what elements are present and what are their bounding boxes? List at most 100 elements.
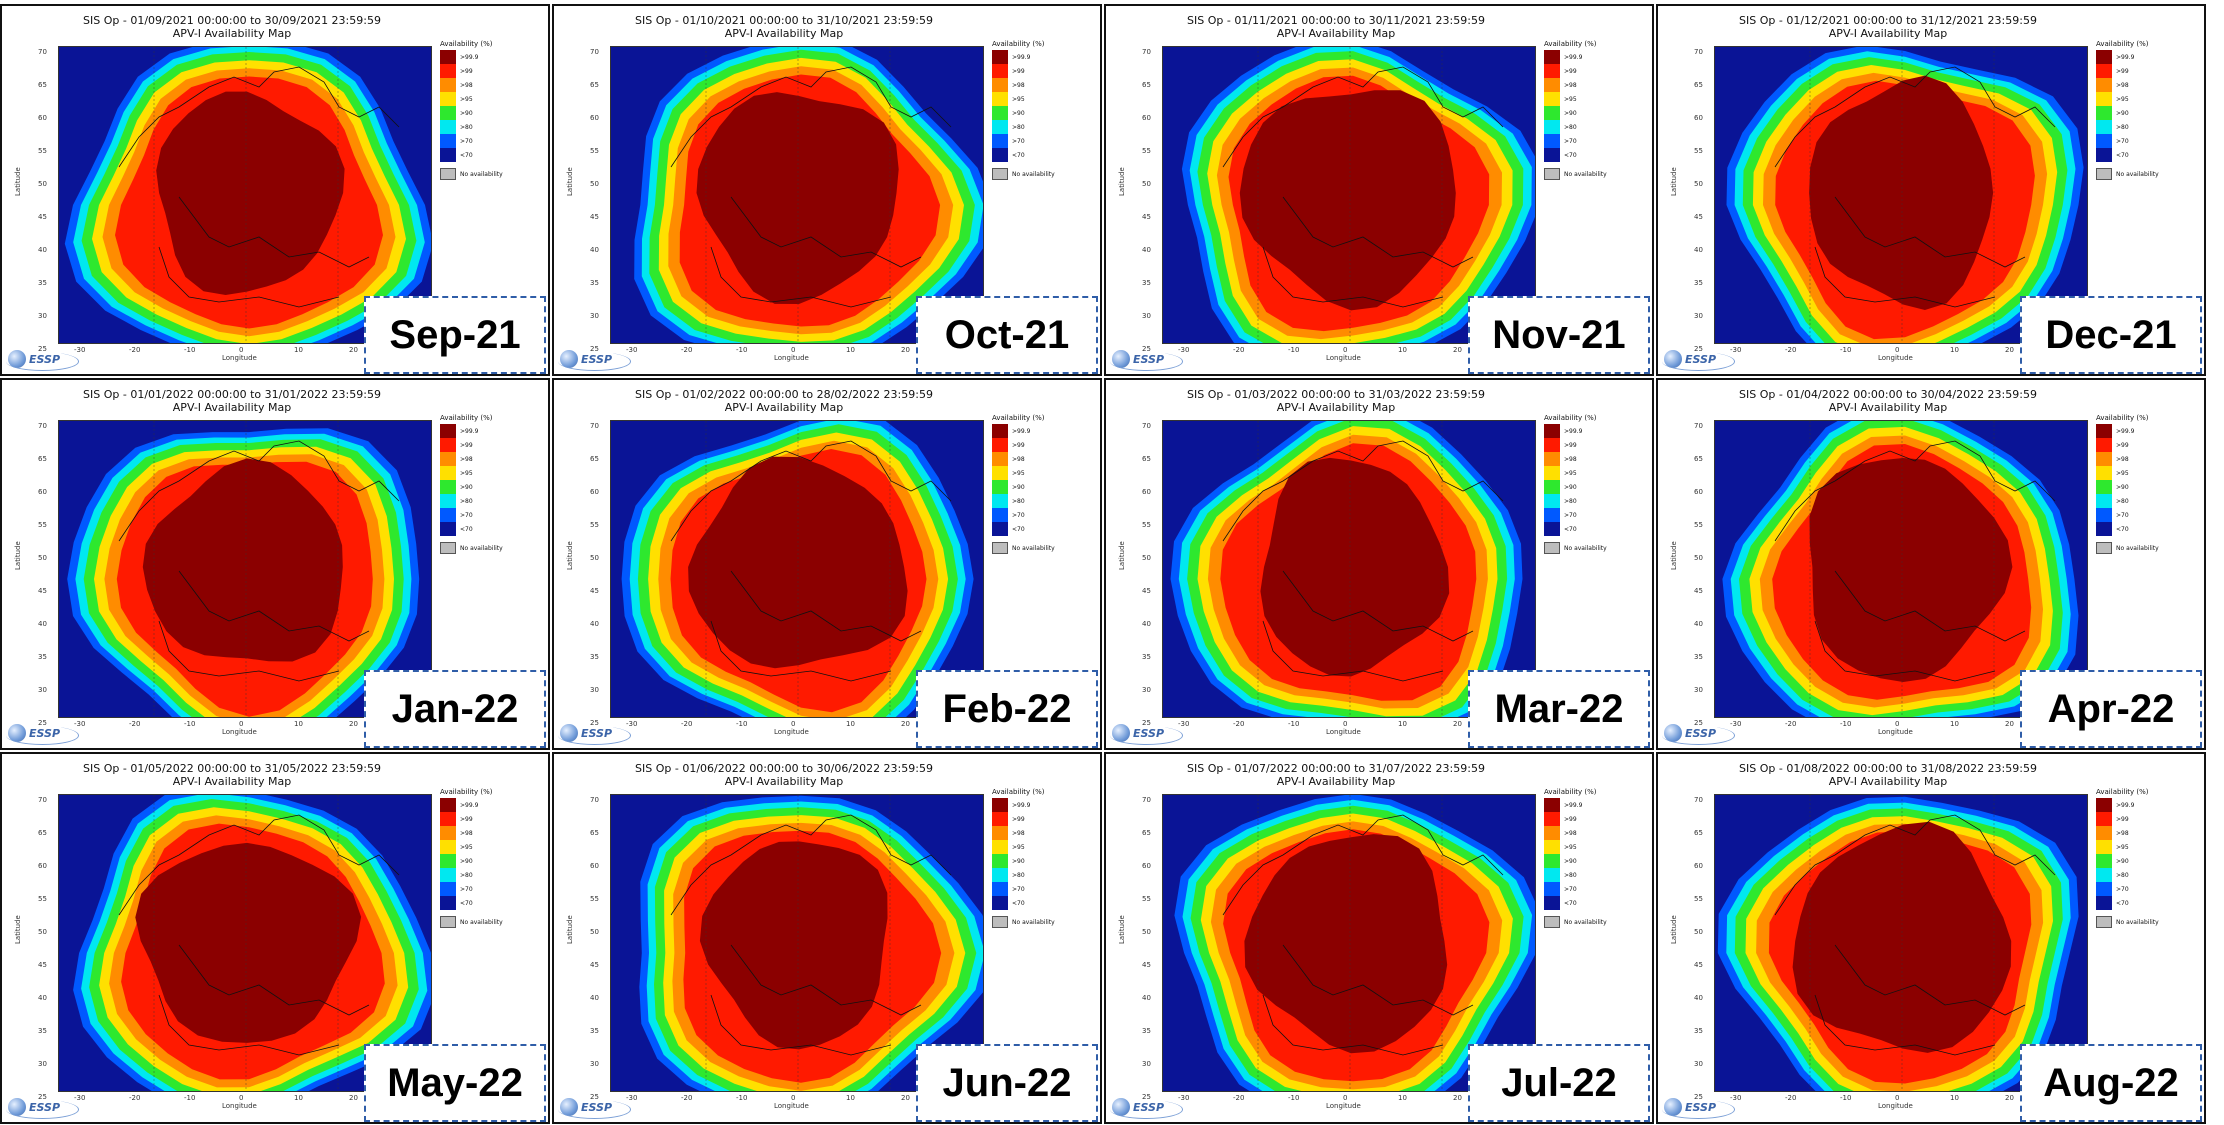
legend-item-label: >90 <box>460 857 473 865</box>
legend-swatch <box>2096 882 2112 896</box>
coastline-outline <box>1222 814 1504 1056</box>
y-tick-label: 30 <box>590 686 599 694</box>
map-plot-area <box>1714 794 2088 1092</box>
legend-item-label: >90 <box>1564 857 1577 865</box>
panel-subtitle: APV-I Availability Map <box>724 27 844 40</box>
y-axis-label: Latitude <box>14 915 22 944</box>
legend-item: >99 <box>2096 812 2196 826</box>
legend-swatch <box>440 78 456 92</box>
x-tick-label: 10 <box>294 1094 303 1102</box>
legend-title: Availability (%) <box>992 414 1045 422</box>
map-plot-area <box>610 794 984 1092</box>
availability-map-svg <box>1163 795 1535 1091</box>
y-axis-label: Latitude <box>566 541 574 570</box>
legend: Availability (%) >99.9 >99 >98 >95 >90 >80 >70 <… <box>1544 40 1644 180</box>
y-tick-label: 40 <box>1142 994 1151 1002</box>
y-tick-label: 45 <box>1142 213 1151 221</box>
x-tick-label: -30 <box>1730 346 1742 354</box>
y-tick-label: 45 <box>590 587 599 595</box>
x-tick-label: -10 <box>184 346 196 354</box>
legend-swatch <box>440 868 456 882</box>
legend-item-label: >95 <box>2116 469 2129 477</box>
legend-item: >80 <box>992 868 1092 882</box>
legend: Availability (%) >99.9 >99 >98 >95 >90 >80 >70 <… <box>2096 414 2196 554</box>
y-axis-label: Latitude <box>1118 167 1126 196</box>
legend-item-label: >95 <box>460 843 473 851</box>
y-tick-label: 40 <box>38 994 47 1002</box>
legend: Availability (%) >99.9 >99 >98 >95 >90 >80 >70 <… <box>440 40 540 180</box>
x-tick-label: 20 <box>349 1094 358 1102</box>
legend-item-label: >99.9 <box>1564 427 1583 435</box>
map-panel: SIS Op - 01/07/2022 00:00:00 to 31/07/20… <box>1104 752 1654 1124</box>
legend-title: Availability (%) <box>2096 40 2149 48</box>
x-tick-label: -10 <box>1840 1094 1852 1102</box>
legend-swatch <box>2096 148 2112 162</box>
legend-title: Availability (%) <box>440 414 493 422</box>
x-tick-label: 20 <box>2005 346 2014 354</box>
x-tick-label: 0 <box>1895 1094 1900 1102</box>
legend-no-availability-label: No availability <box>1564 918 1607 926</box>
legend: Availability (%) >99.9 >99 >98 >95 >90 >80 >70 <… <box>440 414 540 554</box>
legend-swatch <box>1544 868 1560 882</box>
panel-subtitle: APV-I Availability Map <box>1276 27 1396 40</box>
coastline-outline <box>670 440 952 682</box>
legend-item: >99 <box>2096 64 2196 78</box>
legend-swatch <box>992 840 1008 854</box>
legend-swatch <box>440 106 456 120</box>
panel-title: SIS Op - 01/11/2021 00:00:00 to 30/11/20… <box>1106 14 1566 40</box>
x-tick-label: -20 <box>1785 720 1797 728</box>
legend-item-label: >99 <box>2116 67 2129 75</box>
availability-map-svg <box>1715 421 2087 717</box>
legend-item-label: >70 <box>1012 885 1025 893</box>
map-plot-area <box>1714 46 2088 344</box>
legend-item-label: >99.9 <box>460 427 479 435</box>
legend-item: >70 <box>2096 508 2196 522</box>
legend-item-label: >98 <box>1012 455 1025 463</box>
map-panel: SIS Op - 01/12/2021 00:00:00 to 31/12/20… <box>1656 4 2206 376</box>
legend-swatch <box>2096 840 2112 854</box>
legend-item: >99.9 <box>1544 424 1644 438</box>
x-tick-label: -20 <box>1233 346 1245 354</box>
legend-swatch <box>2096 868 2112 882</box>
legend-swatch <box>440 466 456 480</box>
month-label: Apr-22 <box>2020 670 2202 748</box>
legend-item: >80 <box>440 868 540 882</box>
y-tick-label: 55 <box>1694 521 1703 529</box>
legend-item-label: >99 <box>460 815 473 823</box>
legend-item: >99.9 <box>992 798 1092 812</box>
month-label: Oct-21 <box>916 296 1098 374</box>
legend-swatch <box>1544 148 1560 162</box>
legend-item: >95 <box>2096 840 2196 854</box>
essp-logo-swoosh <box>558 1100 631 1119</box>
y-tick-label: 25 <box>38 345 47 353</box>
availability-map-svg <box>59 795 431 1091</box>
legend-item: >99.9 <box>440 50 540 64</box>
y-tick-label: 60 <box>38 114 47 122</box>
legend-item: >99.9 <box>2096 50 2196 64</box>
y-tick-label: 40 <box>1694 620 1703 628</box>
legend-item-label: >80 <box>460 497 473 505</box>
y-tick-label: 25 <box>1694 719 1703 727</box>
legend-item-label: >99 <box>1012 441 1025 449</box>
legend-item-label: >99 <box>460 67 473 75</box>
legend-item-label: >98 <box>460 829 473 837</box>
legend-no-availability: No availability <box>992 542 1092 554</box>
legend-item-label: >99 <box>1564 67 1577 75</box>
y-tick-label: 25 <box>590 719 599 727</box>
x-tick-label: 0 <box>791 720 796 728</box>
y-tick-label: 35 <box>590 279 599 287</box>
legend-item-label: >95 <box>2116 95 2129 103</box>
legend-item-label: >70 <box>2116 511 2129 519</box>
x-tick-label: -10 <box>184 720 196 728</box>
y-axis-label: Latitude <box>14 167 22 196</box>
legend-item-label: >70 <box>1012 137 1025 145</box>
legend-item: >70 <box>2096 134 2196 148</box>
map-plot-area <box>610 46 984 344</box>
legend-no-availability-label: No availability <box>1564 544 1607 552</box>
legend-swatch <box>1544 896 1560 910</box>
y-tick-label: 50 <box>590 928 599 936</box>
legend-item: >70 <box>2096 882 2196 896</box>
legend-swatch <box>2096 64 2112 78</box>
legend-item: >99 <box>992 64 1092 78</box>
legend-item-label: <70 <box>1012 151 1025 159</box>
